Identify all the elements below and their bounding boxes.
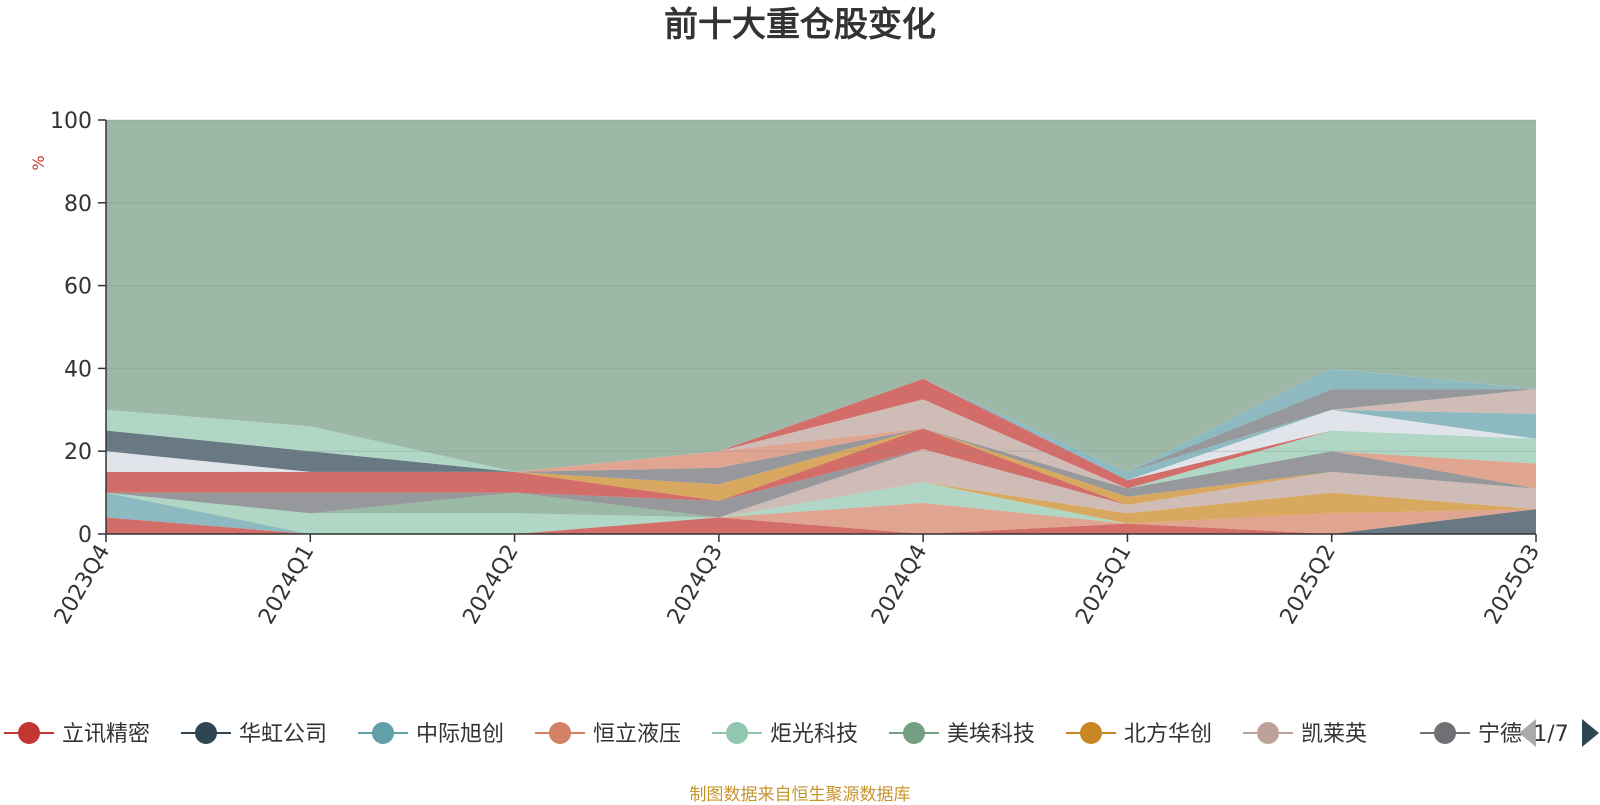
stacked-areas bbox=[106, 120, 1536, 534]
y-tick-label: 40 bbox=[64, 357, 92, 382]
legend-label: 华虹公司 bbox=[239, 722, 327, 747]
legend-item[interactable]: 宁德 bbox=[1420, 722, 1522, 747]
legend-next-arrow-icon[interactable] bbox=[1582, 719, 1599, 747]
area-其他E bbox=[106, 428, 1536, 497]
legend-dot-icon bbox=[1080, 722, 1102, 744]
legend-dot-icon bbox=[18, 722, 40, 744]
legend-item[interactable]: 北方华创 bbox=[1066, 722, 1212, 747]
legend-label: 宁德 bbox=[1478, 722, 1522, 747]
source-footer: 制图数据来自恒生聚源数据库 bbox=[689, 785, 911, 805]
legend-label: 立讯精密 bbox=[62, 722, 150, 747]
legend-dot-icon bbox=[1257, 722, 1279, 744]
y-axis-label: % bbox=[29, 155, 48, 170]
y-tick-label: 0 bbox=[78, 523, 92, 548]
legend-dot-icon bbox=[1434, 722, 1456, 744]
area-恒立液压 bbox=[106, 492, 1536, 534]
area-其他N bbox=[106, 378, 1536, 472]
area-剩余 bbox=[106, 120, 1536, 472]
area-华虹公司 bbox=[106, 509, 1536, 534]
y-tick-label: 60 bbox=[64, 275, 92, 300]
legend-label: 中际旭创 bbox=[416, 722, 504, 747]
legend-prev-arrow-icon[interactable] bbox=[1519, 719, 1536, 747]
x-tick-label: 2024Q1 bbox=[254, 541, 319, 629]
x-tick-label: 2024Q3 bbox=[663, 541, 728, 629]
legend: 立讯精密 华虹公司 中际旭创 恒立液压 炬光科技 美埃科技 北方华创 凯莱英 宁德 1/7 bbox=[4, 719, 1599, 747]
y-tick-label: 80 bbox=[64, 192, 92, 217]
legend-item[interactable]: 凯莱英 bbox=[1243, 722, 1367, 747]
legend-item[interactable]: 炬光科技 bbox=[712, 722, 858, 747]
area-宁德时代 bbox=[106, 449, 1536, 518]
legend-dot-icon bbox=[726, 722, 748, 744]
x-tick-label: 2024Q2 bbox=[458, 541, 523, 629]
legend-label: 北方华创 bbox=[1124, 722, 1212, 747]
area-其他O bbox=[106, 368, 1536, 472]
legend-page-indicator: 1/7 bbox=[1533, 722, 1568, 747]
area-其他H bbox=[106, 399, 1536, 489]
area-炬光科技 bbox=[106, 482, 1536, 534]
x-tick-label: 2024Q4 bbox=[867, 541, 932, 629]
x-tick-label: 2025Q3 bbox=[1480, 541, 1545, 629]
area-其他F bbox=[106, 428, 1536, 489]
legend-item[interactable]: 中际旭创 bbox=[358, 722, 504, 747]
chart-title: 前十大重仓股变化 bbox=[664, 5, 936, 45]
y-tick-label: 20 bbox=[64, 440, 92, 465]
legend-dot-icon bbox=[372, 722, 394, 744]
y-tick-label: 100 bbox=[50, 109, 92, 134]
legend-item[interactable]: 立讯精密 bbox=[4, 722, 150, 747]
area-北方华创 bbox=[106, 482, 1536, 524]
area-美埃科技 bbox=[106, 482, 1536, 524]
legend-label: 恒立液压 bbox=[593, 722, 681, 747]
x-tick-label: 2023Q4 bbox=[50, 541, 115, 629]
area-其他C bbox=[106, 428, 1536, 505]
area-凯莱英 bbox=[106, 449, 1536, 518]
legend-item[interactable]: 恒立液压 bbox=[535, 722, 681, 747]
legend-label: 美埃科技 bbox=[947, 722, 1035, 747]
legend-dot-icon bbox=[903, 722, 925, 744]
legend-item[interactable]: 华虹公司 bbox=[181, 722, 327, 747]
grid-lines bbox=[106, 119, 1536, 452]
legend-item[interactable]: 美埃科技 bbox=[889, 722, 1035, 747]
area-其他A bbox=[106, 428, 1536, 505]
legend-label: 炬光科技 bbox=[770, 722, 858, 747]
legend-label: 凯莱英 bbox=[1301, 722, 1367, 747]
x-tick-label: 2025Q2 bbox=[1276, 541, 1341, 629]
legend-dot-icon bbox=[549, 722, 571, 744]
legend-dot-icon bbox=[195, 722, 217, 744]
x-tick-label: 2025Q1 bbox=[1071, 541, 1136, 629]
